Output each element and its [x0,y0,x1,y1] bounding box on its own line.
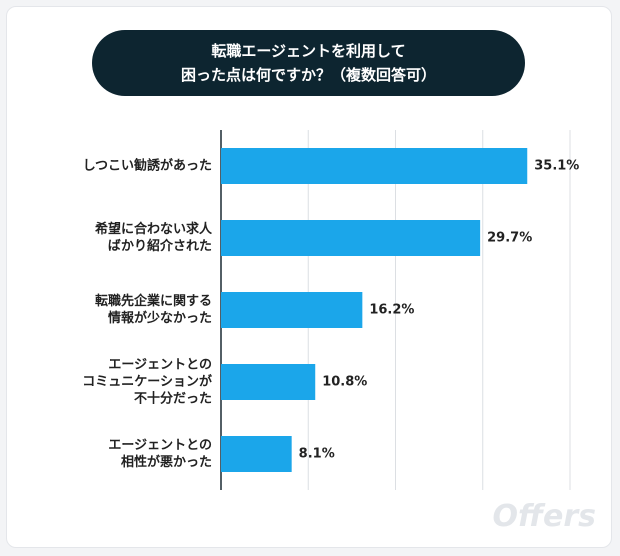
value-label: 29.7% [487,231,532,246]
chart-title: 転職エージェントを利用して 困った点は何ですか？（複数回答可） [92,30,525,96]
value-label: 16.2% [369,303,414,318]
bar [221,364,316,400]
category-label: エージェントとの 相性が悪かった [108,438,212,470]
category-label: エージェントとの コミュニケーションが 不十分だった [82,357,212,407]
bar [221,220,481,256]
bar [221,292,363,328]
bar [221,148,528,184]
category-label: 希望に合わない求人 ばかり紹介された [94,222,212,254]
category-label: しつこい勧誘があった [82,158,212,174]
category-label: 転職先企業に関する 情報が少なかった [94,294,212,326]
bar [221,436,292,472]
value-label: 10.8% [322,375,367,390]
watermark: Offers [492,499,596,534]
value-label: 8.1% [299,447,335,462]
card [6,6,612,548]
value-label: 35.1% [534,159,579,174]
